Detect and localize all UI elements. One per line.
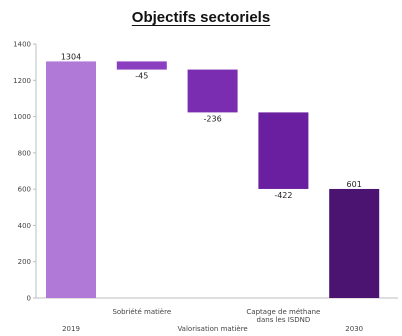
- y-tick-label: 1200: [13, 77, 31, 85]
- x-tick-label: Sobriété matière: [112, 308, 171, 316]
- y-tick-label: 0: [27, 295, 31, 303]
- chart-title: Objectifs sectoriels: [131, 9, 271, 26]
- x-tick-label: 2030: [345, 325, 363, 333]
- data-label: -45: [135, 72, 148, 81]
- y-tick-label: 1000: [13, 113, 31, 121]
- data-label: 1304: [61, 52, 81, 61]
- x-tick-label: Valorisation matière: [177, 325, 247, 333]
- data-label: 601: [347, 180, 362, 189]
- x-tick-label: Captage de méthane: [246, 308, 320, 316]
- bar: [258, 112, 309, 189]
- y-tick-label: 600: [18, 186, 31, 194]
- y-tick-label: 400: [18, 222, 31, 230]
- data-label: -422: [274, 191, 292, 200]
- x-tick-label: 2019: [62, 325, 80, 333]
- data-label: -236: [204, 114, 222, 123]
- bar: [187, 69, 238, 113]
- y-tick-label: 1400: [13, 41, 31, 49]
- bar: [329, 188, 380, 298]
- bar: [46, 61, 96, 298]
- y-tick-label: 800: [18, 149, 31, 157]
- bar: [116, 61, 167, 70]
- x-tick-label: dans les ISDND: [257, 316, 311, 324]
- y-tick-label: 200: [18, 258, 31, 266]
